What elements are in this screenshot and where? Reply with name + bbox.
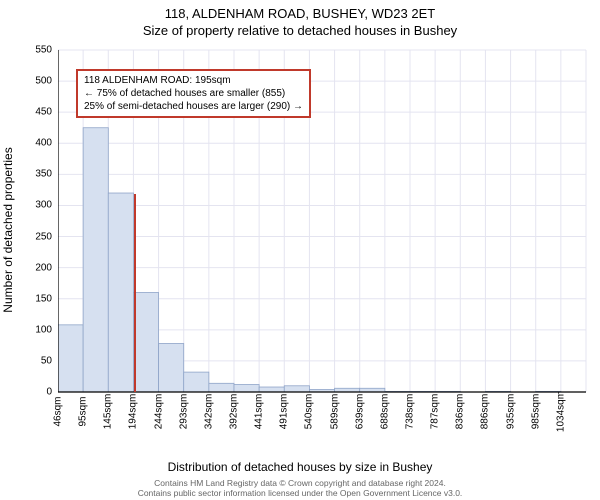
x-tick-label: 540sqm (304, 394, 315, 430)
callout-line-1: 118 ALDENHAM ROAD: 195sqm (84, 74, 303, 87)
x-axis-label: Distribution of detached houses by size … (168, 460, 433, 474)
x-tick-label: 589sqm (329, 394, 340, 430)
y-tick-label: 450 (35, 107, 58, 118)
x-tick-label: 787sqm (430, 394, 441, 430)
x-tick-label: 935sqm (505, 394, 516, 430)
footer-line-1: Contains HM Land Registry data © Crown c… (0, 478, 600, 488)
chart-plot-area: 050100150200250300350400450500550 46sqm9… (58, 48, 590, 428)
x-tick-label: 194sqm (128, 394, 139, 430)
x-tick-label: 985sqm (530, 394, 541, 430)
property-marker-line (134, 194, 136, 392)
x-tick-label: 1034sqm (555, 391, 566, 432)
y-tick-label: 150 (35, 293, 58, 304)
y-tick-label: 400 (35, 138, 58, 149)
x-tick-label: 491sqm (279, 394, 290, 430)
y-tick-label: 350 (35, 169, 58, 180)
y-axis-label: Number of detached properties (1, 147, 15, 312)
y-tick-label: 250 (35, 231, 58, 242)
callout-line-2: ← 75% of detached houses are smaller (85… (84, 87, 303, 100)
property-callout-box: 118 ALDENHAM ROAD: 195sqm ← 75% of detac… (76, 69, 311, 118)
y-tick-label: 550 (35, 45, 58, 56)
x-tick-label: 145sqm (103, 394, 114, 430)
x-tick-label: 441sqm (254, 394, 265, 430)
chart-title-address: 118, ALDENHAM ROAD, BUSHEY, WD23 2ET (0, 0, 600, 21)
chart-footer: Contains HM Land Registry data © Crown c… (0, 478, 600, 498)
callout-line-3: 25% of semi-detached houses are larger (… (84, 100, 303, 113)
x-tick-label: 392sqm (229, 394, 240, 430)
x-tick-label: 836sqm (455, 394, 466, 430)
x-tick-label: 639sqm (354, 394, 365, 430)
x-tick-label: 244sqm (153, 394, 164, 430)
y-tick-label: 50 (41, 355, 58, 366)
y-tick-label: 200 (35, 262, 58, 273)
x-tick-label: 342sqm (203, 394, 214, 430)
x-tick-label: 95sqm (78, 396, 89, 426)
y-tick-label: 300 (35, 200, 58, 211)
chart-title-desc: Size of property relative to detached ho… (0, 21, 600, 38)
x-tick-label: 738sqm (405, 394, 416, 430)
footer-line-2: Contains public sector information licen… (0, 488, 600, 498)
y-tick-label: 100 (35, 324, 58, 335)
x-tick-label: 46sqm (53, 396, 64, 426)
x-tick-label: 293sqm (178, 394, 189, 430)
x-tick-label: 688sqm (379, 394, 390, 430)
y-tick-label: 500 (35, 76, 58, 87)
x-tick-label: 886sqm (480, 394, 491, 430)
